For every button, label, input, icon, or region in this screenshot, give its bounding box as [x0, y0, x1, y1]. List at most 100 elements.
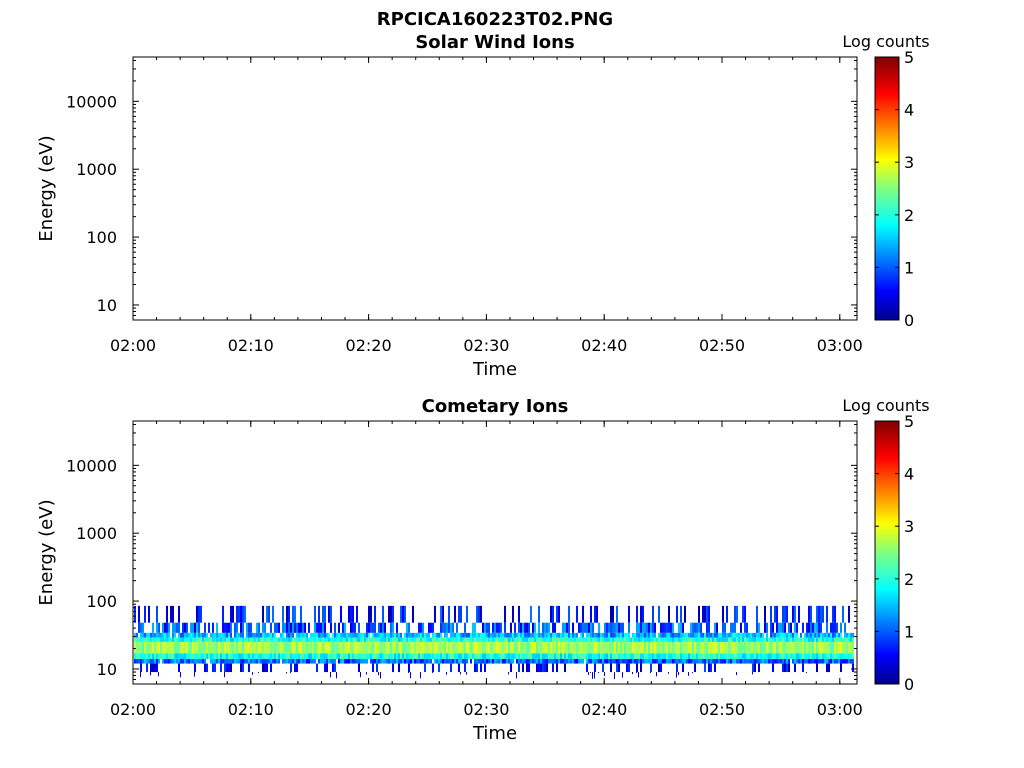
spectrogram-cell [364, 641, 366, 654]
spectrogram-cell [668, 641, 670, 654]
spectrogram-cell [740, 659, 742, 664]
spectrogram-cell [458, 637, 460, 642]
spectrogram-cell [464, 622, 466, 633]
spectrogram-cell [376, 659, 378, 664]
spectrogram-cell [772, 637, 774, 642]
spectrogram-cell [314, 637, 316, 642]
spectrogram-cell [320, 653, 322, 660]
y-axis-label: Energy (eV) [36, 499, 57, 605]
spectrogram-cell [162, 653, 164, 660]
spectrogram-cell [224, 659, 226, 664]
spectrogram-cell [146, 632, 148, 638]
spectrogram-cell [638, 659, 640, 664]
spectrogram-cell [796, 653, 798, 660]
spectrogram-cell [744, 659, 746, 664]
spectrogram-cell [534, 641, 536, 654]
spectrogram-cell [632, 637, 634, 642]
spectrogram-cell [824, 659, 826, 664]
spectrogram-cell [188, 637, 190, 642]
spectrogram-cell [712, 632, 714, 638]
spectrogram-cell [676, 605, 678, 623]
spectrogram-cell [598, 659, 600, 664]
spectrogram-cell [470, 659, 472, 664]
spectrogram-cell [766, 622, 768, 633]
spectrogram-cell [782, 637, 784, 642]
spectrogram-cell [374, 605, 376, 623]
spectrogram-cell [642, 632, 644, 638]
spectrogram-cell [174, 659, 176, 664]
spectrogram-cell [294, 641, 296, 654]
spectrogram-cell [702, 659, 704, 664]
spectrogram-cell [218, 653, 220, 660]
spectrogram-cell [412, 641, 414, 654]
spectrogram-cell [334, 659, 336, 664]
spectrogram-cell [414, 632, 416, 638]
spectrogram-cell [698, 637, 700, 642]
spectrogram-cell [728, 632, 730, 638]
spectrogram-cell [594, 663, 596, 673]
spectrogram-cell [316, 632, 318, 638]
spectrogram-cell [280, 653, 282, 660]
spectrogram-cell [172, 641, 174, 654]
spectrogram-cell [636, 663, 638, 673]
spectrogram-cell [236, 637, 238, 642]
spectrogram-cell [832, 637, 834, 642]
spectrogram-cell [790, 653, 792, 660]
spectrogram-cell [610, 632, 612, 638]
spectrogram-cell [620, 641, 622, 654]
spectrogram-cell [230, 622, 232, 633]
spectrogram-cell [670, 653, 672, 660]
spectrogram-cell [776, 659, 778, 664]
spectrogram-cell [440, 622, 442, 633]
spectrogram-cell [850, 632, 852, 638]
spectrogram-cell [528, 653, 530, 660]
spectrogram-cell [402, 605, 404, 623]
spectrogram-cell [822, 637, 824, 642]
spectrogram-cell [502, 659, 504, 664]
spectrogram-cell [568, 637, 570, 642]
spectrogram-cell [796, 659, 798, 664]
spectrogram-cell [676, 637, 678, 642]
spectrogram-cell [180, 659, 182, 664]
spectrogram-cell [686, 659, 688, 664]
spectrogram-cell [286, 641, 288, 654]
spectrogram-cell [844, 632, 846, 638]
spectrogram-cell [482, 641, 484, 654]
spectrogram-cell [654, 632, 656, 638]
spectrogram-cell [776, 653, 778, 660]
spectrogram-cell [186, 622, 188, 633]
spectrogram-cell [228, 622, 230, 633]
spectrogram-cell [694, 641, 696, 654]
plot-frame [132, 420, 858, 685]
spectrogram-cell [598, 641, 600, 654]
spectrogram-cell [294, 653, 296, 660]
spectrogram-cell [626, 632, 628, 638]
spectrogram-cell [166, 653, 168, 660]
spectrogram-cell [766, 632, 768, 638]
spectrogram-cell [266, 653, 268, 660]
spectrogram-cell [238, 641, 240, 654]
spectrogram-cell [170, 653, 172, 660]
spectrogram-cell [846, 637, 848, 642]
spectrogram-cell [552, 632, 554, 638]
spectrogram-cell [832, 659, 834, 664]
spectrogram-cell [422, 637, 424, 642]
spectrogram-cell [484, 653, 486, 660]
spectrogram-cell [264, 641, 266, 654]
spectrogram-cell [292, 637, 294, 642]
spectrogram-cell [506, 641, 508, 654]
spectrogram-cell [538, 605, 540, 623]
spectrogram-cell [290, 632, 292, 638]
spectrogram-cell [722, 653, 724, 660]
spectrogram-cell [266, 632, 268, 638]
spectrogram-cell [202, 637, 204, 642]
spectrogram-cell [670, 622, 672, 633]
spectrogram-cell [824, 632, 826, 638]
spectrogram-cell [442, 622, 444, 633]
spectrogram-cell [692, 672, 693, 674]
spectrogram-cell [492, 653, 494, 660]
spectrogram-cell [644, 632, 646, 638]
spectrogram-cell [660, 663, 662, 673]
spectrogram-cell [224, 663, 226, 673]
